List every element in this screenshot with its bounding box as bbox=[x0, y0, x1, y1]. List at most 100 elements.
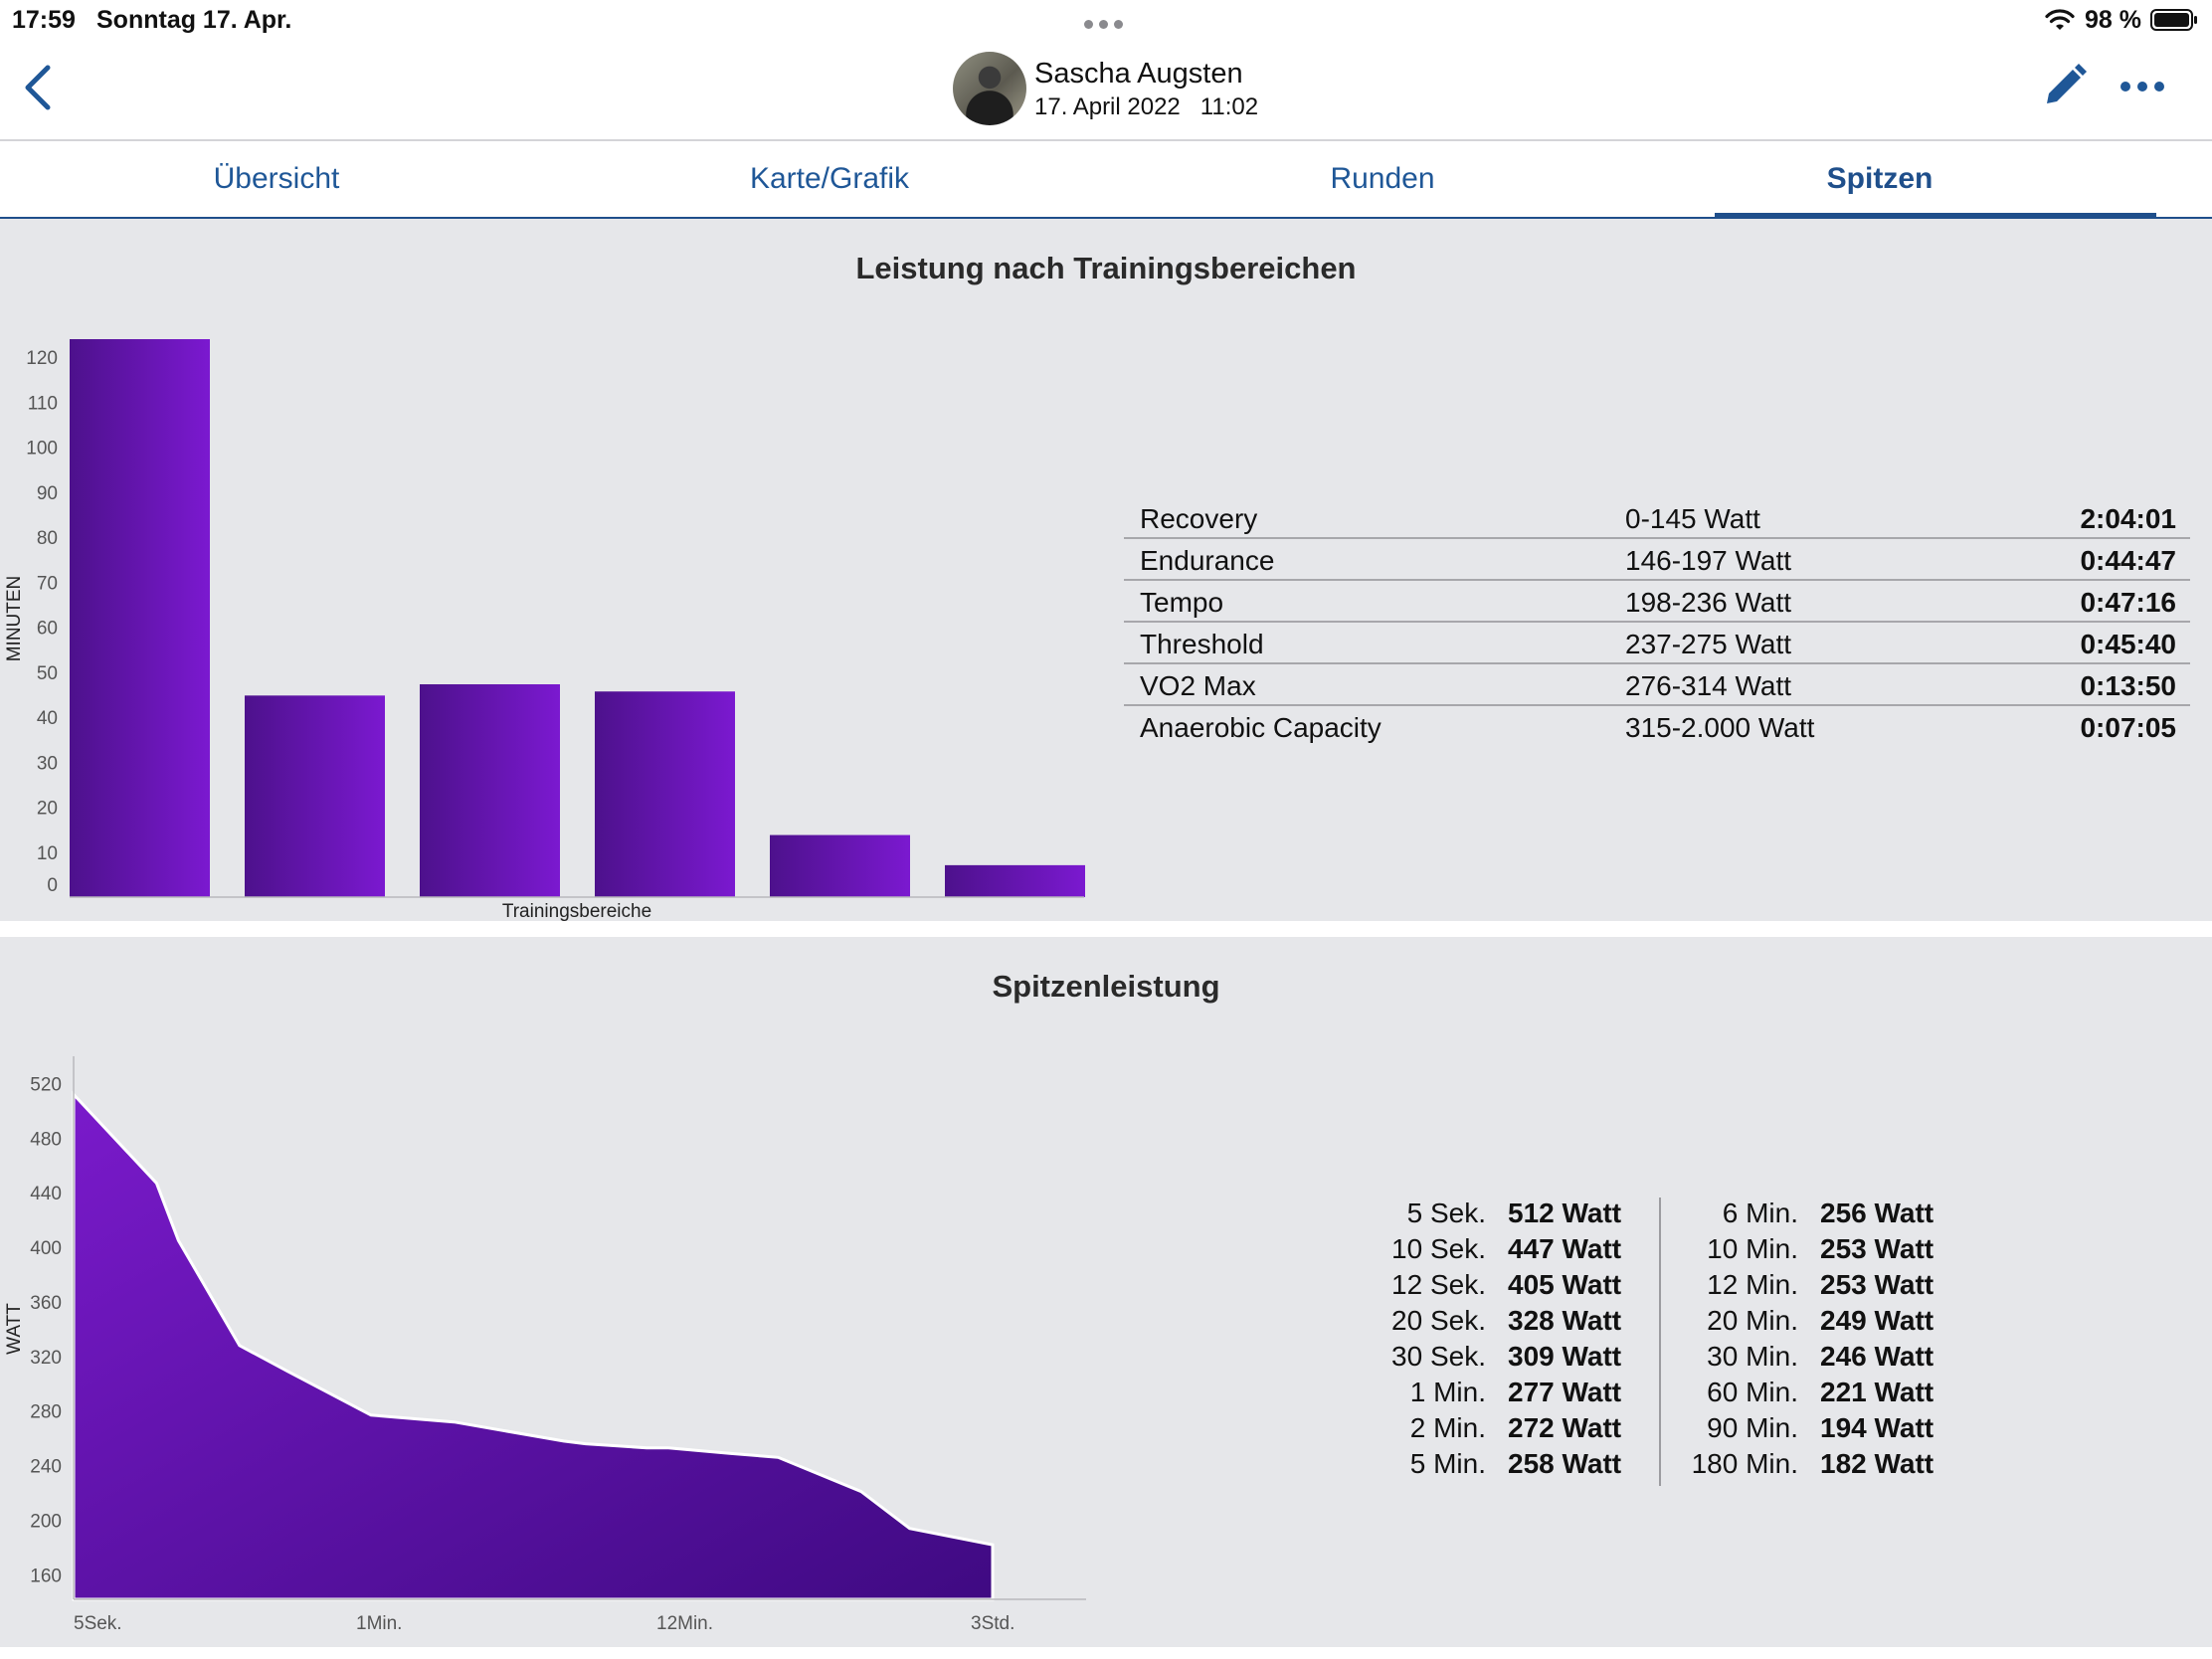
x-axis-label: Trainingsbereiche bbox=[502, 901, 651, 921]
zones-title: Leistung nach Trainingsbereichen bbox=[855, 251, 1357, 285]
y-tick-label: 320 bbox=[30, 1348, 62, 1369]
zone-range: 276-314 Watt bbox=[1625, 670, 1792, 701]
y-tick-label: 480 bbox=[30, 1129, 62, 1150]
activity-date: 17. April 2022 bbox=[1034, 93, 1181, 120]
zone-bar[interactable] bbox=[945, 864, 1085, 897]
y-tick-label: 30 bbox=[37, 753, 58, 774]
peak-duration: 180 Min. bbox=[1691, 1448, 1798, 1479]
multitasking-dots-icon[interactable] bbox=[1084, 20, 1123, 29]
peak-row: 1 Min. 277 Watt bbox=[1373, 1377, 1621, 1412]
y-tick-label: 110 bbox=[28, 393, 58, 414]
peaks-divider bbox=[1659, 1198, 1661, 1486]
zone-range: 146-197 Watt bbox=[1625, 545, 1792, 576]
zone-row: Threshold 237-275 Watt 0:45:40 bbox=[1124, 625, 2190, 664]
tab-uebersicht[interactable]: Übersicht bbox=[0, 141, 553, 217]
tab-label: Karte/Grafik bbox=[749, 162, 910, 195]
peak-duration: 6 Min. bbox=[1722, 1198, 1798, 1228]
peak-title: Spitzenleistung bbox=[992, 969, 1220, 1004]
peak-row: 5 Sek. 512 Watt bbox=[1373, 1198, 1622, 1233]
y-tick-label: 400 bbox=[30, 1238, 62, 1259]
x-tick-label: 5Sek. bbox=[74, 1613, 122, 1634]
y-tick-label: 120 bbox=[26, 348, 58, 369]
peak-row: 5 Min. 258 Watt bbox=[1373, 1448, 1621, 1484]
peak-value: 246 Watt bbox=[1820, 1341, 1935, 1372]
peak-duration: 2 Min. bbox=[1409, 1412, 1486, 1443]
zone-time: 0:44:47 bbox=[2080, 545, 2176, 576]
zone-bar[interactable] bbox=[70, 339, 210, 897]
peak-row: 30 Min. 246 Watt bbox=[1685, 1341, 1934, 1377]
zone-name: Threshold bbox=[1140, 629, 1264, 659]
y-tick-label: 520 bbox=[30, 1074, 62, 1095]
peak-duration: 90 Min. bbox=[1707, 1412, 1798, 1443]
tab-spitzen[interactable]: Spitzen bbox=[1548, 141, 2212, 219]
peak-row: 180 Min. 182 Watt bbox=[1685, 1448, 1935, 1484]
peak-panel: Spitzenleistung 160 200 240 280 320 360 400 440… bbox=[0, 937, 2212, 1647]
zone-range: 198-236 Watt bbox=[1625, 587, 1792, 618]
zone-row: Endurance 146-197 Watt 0:44:47 bbox=[1124, 541, 2190, 581]
zones-panel: Leistung nach Trainingsbereichen 0 10 20 30… bbox=[0, 219, 2212, 921]
zone-time: 0:47:16 bbox=[2080, 587, 2176, 618]
y-tick-label: 0 bbox=[47, 875, 58, 896]
peak-duration: 1 Min. bbox=[1409, 1377, 1486, 1407]
zone-bar[interactable] bbox=[770, 834, 910, 897]
y-tick-label: 10 bbox=[37, 843, 58, 864]
peak-duration: 5 Min. bbox=[1409, 1448, 1486, 1479]
activity-datetime: 17. April 2022 11:02 bbox=[1034, 93, 1258, 121]
zone-bar[interactable] bbox=[420, 684, 560, 897]
peak-row: 12 Min. 253 Watt bbox=[1685, 1269, 1934, 1305]
tab-runden[interactable]: Runden bbox=[1106, 141, 1659, 217]
peak-value: 194 Watt bbox=[1820, 1412, 1935, 1443]
peak-area bbox=[72, 1090, 995, 1601]
peak-row: 20 Min. 249 Watt bbox=[1685, 1305, 1934, 1341]
zone-name: Anaerobic Capacity bbox=[1140, 712, 1382, 743]
peak-value: 256 Watt bbox=[1820, 1198, 1935, 1228]
y-tick-label: 360 bbox=[30, 1293, 62, 1314]
peak-value: 328 Watt bbox=[1508, 1305, 1622, 1336]
peak-row: 12 Sek. 405 Watt bbox=[1373, 1269, 1621, 1305]
avatar[interactable] bbox=[953, 52, 1026, 125]
zone-row: Tempo 198-236 Watt 0:47:16 bbox=[1124, 583, 2190, 623]
peak-duration: 30 Sek. bbox=[1391, 1341, 1486, 1372]
y-tick-label: 200 bbox=[30, 1511, 62, 1532]
peaks-table-left: 5 Sek. 512 Watt 10 Sek. 447 Watt 12 Sek. 405 … bbox=[1373, 1198, 1621, 1484]
battery-percent: 98 % bbox=[2085, 6, 2141, 34]
x-tick-label: 3Std. bbox=[971, 1613, 1014, 1634]
x-tick-label: 1Min. bbox=[356, 1613, 402, 1634]
battery-icon bbox=[2150, 9, 2197, 31]
zone-time: 0:07:05 bbox=[2080, 712, 2176, 743]
zone-row: VO2 Max 276-314 Watt 0:13:50 bbox=[1124, 666, 2190, 706]
y-tick-label: 40 bbox=[37, 708, 58, 729]
y-axis-label: WATT bbox=[4, 1303, 25, 1355]
navigation-bar: Sascha Augsten 17. April 2022 11:02 bbox=[0, 40, 2212, 141]
y-axis-label: MINUTEN bbox=[4, 576, 25, 662]
zone-bar[interactable] bbox=[595, 691, 735, 897]
peak-value: 272 Watt bbox=[1508, 1412, 1622, 1443]
peak-value: 249 Watt bbox=[1820, 1305, 1935, 1336]
active-tab-indicator bbox=[1715, 213, 2156, 219]
peak-value: 253 Watt bbox=[1820, 1233, 1935, 1264]
more-options-icon[interactable] bbox=[2120, 82, 2164, 92]
peak-row: 60 Min. 221 Watt bbox=[1685, 1377, 1934, 1412]
y-tick-label: 50 bbox=[37, 663, 58, 684]
x-tick-label: 12Min. bbox=[656, 1613, 713, 1634]
y-tick-label: 160 bbox=[30, 1566, 62, 1586]
back-chevron-icon[interactable] bbox=[18, 62, 58, 113]
peak-row: 2 Min. 272 Watt bbox=[1373, 1412, 1621, 1448]
peak-duration: 5 Sek. bbox=[1406, 1198, 1486, 1228]
status-bar: 17:59 Sonntag 17. Apr. 98 % bbox=[0, 0, 2212, 40]
zone-bar[interactable] bbox=[245, 695, 385, 897]
peak-duration: 20 Sek. bbox=[1391, 1305, 1486, 1336]
zone-range: 237-275 Watt bbox=[1625, 629, 1792, 659]
peak-row: 30 Sek. 309 Watt bbox=[1373, 1341, 1621, 1377]
tab-label: Spitzen bbox=[1826, 162, 1934, 195]
y-tick-label: 70 bbox=[37, 573, 58, 594]
tab-karte-grafik[interactable]: Karte/Grafik bbox=[553, 141, 1106, 217]
status-time: 17:59 bbox=[12, 6, 76, 34]
peak-duration: 10 Min. bbox=[1707, 1233, 1798, 1264]
peak-duration: 30 Min. bbox=[1707, 1341, 1798, 1372]
tab-bar: Übersicht Karte/Grafik Runden Spitzen bbox=[0, 141, 2212, 219]
pencil-icon[interactable] bbox=[2039, 62, 2089, 111]
wifi-icon bbox=[2045, 9, 2075, 30]
y-tick-label: 20 bbox=[37, 799, 58, 820]
peak-value: 221 Watt bbox=[1820, 1377, 1935, 1407]
